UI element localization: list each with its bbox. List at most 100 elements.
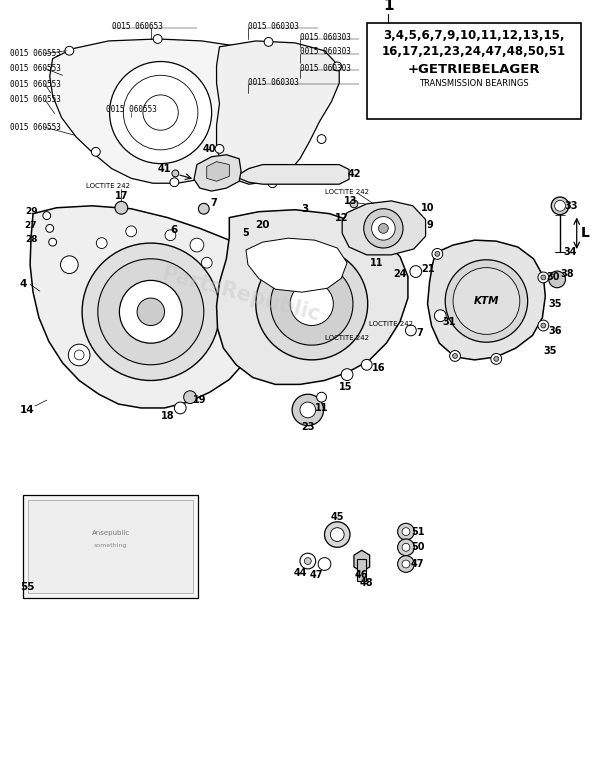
Text: 6: 6 <box>171 226 178 236</box>
Circle shape <box>110 61 212 164</box>
Circle shape <box>361 360 372 370</box>
Text: 0015 060303: 0015 060303 <box>300 64 351 73</box>
Circle shape <box>49 238 57 246</box>
Circle shape <box>364 208 403 248</box>
Circle shape <box>233 267 245 278</box>
Polygon shape <box>354 550 370 572</box>
Circle shape <box>450 350 460 361</box>
Text: 45: 45 <box>331 512 344 522</box>
Circle shape <box>538 320 549 331</box>
Circle shape <box>333 62 341 71</box>
Text: LOCTITE 242: LOCTITE 242 <box>325 336 368 341</box>
Text: L: L <box>581 226 589 240</box>
Text: LOCTITE 242: LOCTITE 242 <box>86 183 130 189</box>
Circle shape <box>405 325 416 336</box>
Circle shape <box>541 323 546 328</box>
Circle shape <box>555 201 565 212</box>
Circle shape <box>60 256 78 274</box>
Text: 10: 10 <box>421 203 434 213</box>
Text: 38: 38 <box>560 270 574 280</box>
Text: 0015 060553: 0015 060553 <box>11 122 61 132</box>
Circle shape <box>435 310 446 322</box>
Circle shape <box>398 523 414 540</box>
Text: 0015 060553: 0015 060553 <box>106 105 156 114</box>
Circle shape <box>172 170 179 177</box>
Circle shape <box>402 528 410 536</box>
Circle shape <box>256 248 368 360</box>
Text: KTM: KTM <box>473 296 499 306</box>
Text: 47: 47 <box>310 570 324 580</box>
Text: 47: 47 <box>411 559 424 569</box>
Text: 21: 21 <box>421 264 434 274</box>
Text: 35: 35 <box>543 346 557 356</box>
Text: TRANSMISSION BEARINGS: TRANSMISSION BEARINGS <box>419 79 528 88</box>
Circle shape <box>96 238 107 249</box>
Circle shape <box>184 391 196 404</box>
Circle shape <box>541 275 546 280</box>
Circle shape <box>137 298 165 326</box>
Text: 15: 15 <box>339 382 353 392</box>
Text: 0015 060553: 0015 060553 <box>11 95 61 105</box>
Circle shape <box>491 353 501 364</box>
Text: 3: 3 <box>301 204 309 214</box>
Text: 19: 19 <box>193 395 207 405</box>
Text: +GETRIEBELAGER: +GETRIEBELAGER <box>407 63 540 75</box>
Text: 3,4,5,6,7,9,10,11,12,13,15,: 3,4,5,6,7,9,10,11,12,13,15, <box>383 29 564 42</box>
Circle shape <box>453 267 520 334</box>
Circle shape <box>549 271 565 288</box>
Text: 0015 060653: 0015 060653 <box>112 22 162 31</box>
Text: 35: 35 <box>549 299 562 309</box>
Text: 7: 7 <box>416 329 423 339</box>
Circle shape <box>304 558 311 564</box>
Circle shape <box>98 259 204 365</box>
Text: 23: 23 <box>301 422 315 432</box>
Text: 33: 33 <box>564 201 577 211</box>
Circle shape <box>432 249 443 260</box>
Circle shape <box>350 200 358 208</box>
Text: 1: 1 <box>383 0 393 13</box>
Text: LOCTITE 242: LOCTITE 242 <box>369 321 413 326</box>
Text: 31: 31 <box>442 317 456 326</box>
Text: 28: 28 <box>25 235 38 243</box>
Text: 40: 40 <box>203 144 217 154</box>
Circle shape <box>494 356 498 361</box>
Circle shape <box>264 37 273 46</box>
Circle shape <box>165 230 176 241</box>
Polygon shape <box>194 155 241 191</box>
Text: 44: 44 <box>293 568 307 578</box>
Circle shape <box>341 369 353 381</box>
Text: 4: 4 <box>20 279 27 289</box>
Circle shape <box>153 35 162 43</box>
Polygon shape <box>207 162 229 181</box>
Text: 14: 14 <box>20 405 35 415</box>
Polygon shape <box>246 238 347 292</box>
Text: 18: 18 <box>161 411 174 421</box>
Circle shape <box>82 243 220 381</box>
Circle shape <box>170 177 179 187</box>
Polygon shape <box>217 41 339 184</box>
Circle shape <box>46 225 54 232</box>
Circle shape <box>268 179 277 188</box>
Text: 0015 060303: 0015 060303 <box>248 78 299 87</box>
Text: 30: 30 <box>546 273 560 282</box>
Text: 46: 46 <box>355 570 368 580</box>
Text: 20: 20 <box>256 220 270 230</box>
Text: 11: 11 <box>315 403 328 413</box>
Circle shape <box>410 266 421 277</box>
Text: 36: 36 <box>549 326 562 336</box>
Circle shape <box>215 144 224 153</box>
Circle shape <box>445 260 528 343</box>
Text: 0015 060303: 0015 060303 <box>300 33 351 42</box>
Circle shape <box>174 402 186 414</box>
Circle shape <box>398 556 414 573</box>
Text: 0015 060553: 0015 060553 <box>11 49 61 58</box>
Circle shape <box>325 522 350 547</box>
Polygon shape <box>217 210 408 384</box>
Text: Ansepublic: Ansepublic <box>91 529 130 536</box>
Polygon shape <box>342 201 426 255</box>
Bar <box>23 495 198 598</box>
Text: 16,17,21,23,24,47,48,50,51: 16,17,21,23,24,47,48,50,51 <box>381 45 566 58</box>
Polygon shape <box>50 39 272 183</box>
Circle shape <box>402 543 410 551</box>
Text: 55: 55 <box>20 581 35 591</box>
